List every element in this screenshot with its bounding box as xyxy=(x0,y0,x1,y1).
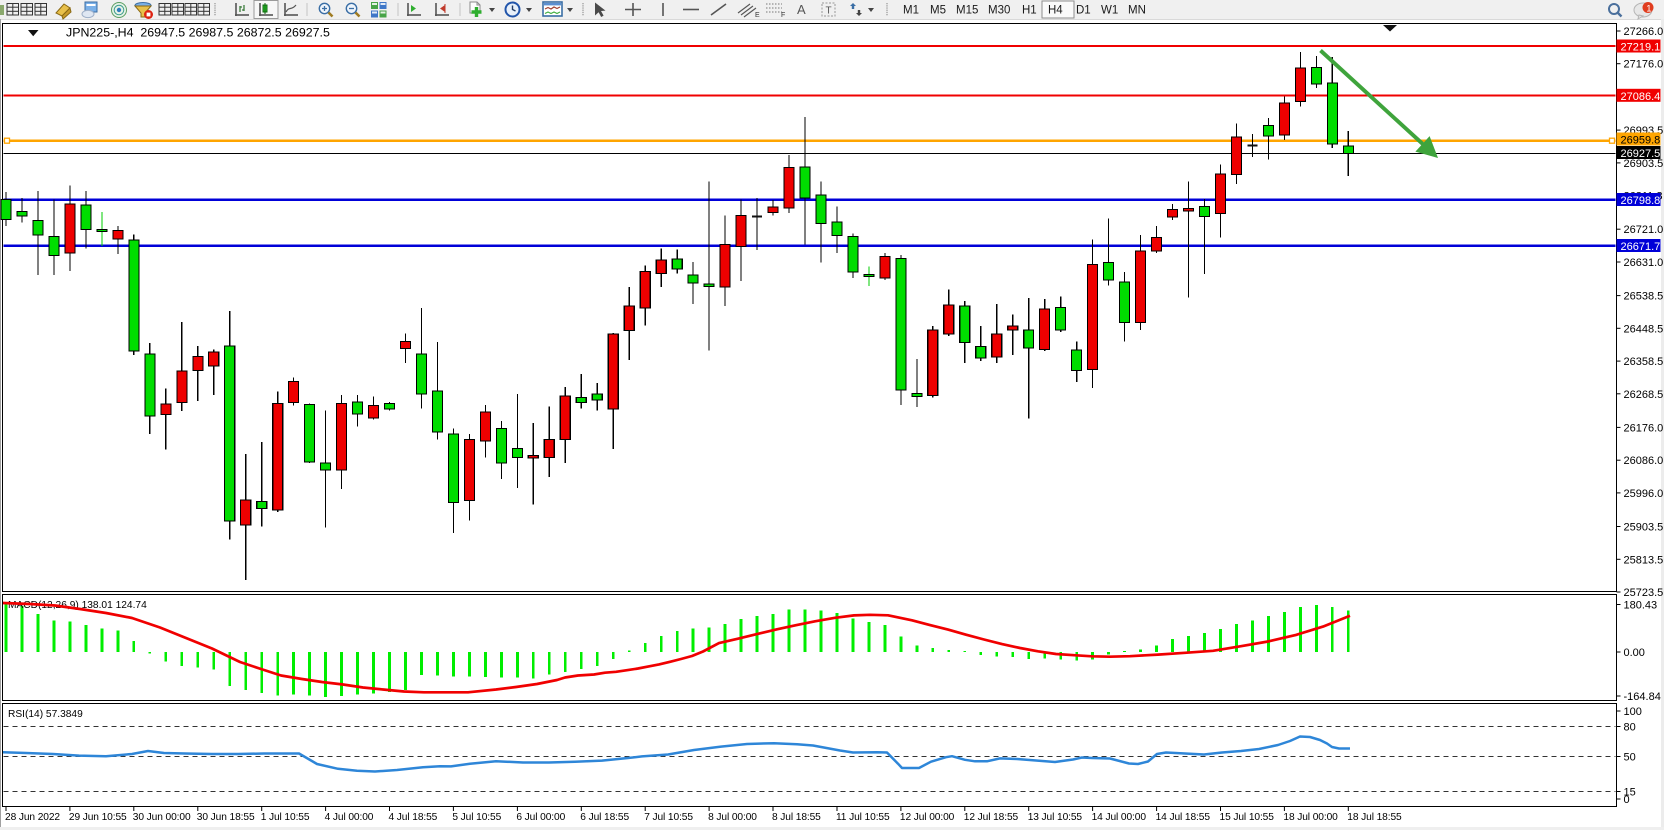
svg-text:26903.5: 26903.5 xyxy=(1624,158,1664,170)
svg-text:1 Jul 10:55: 1 Jul 10:55 xyxy=(261,812,310,823)
svg-text:25903.5: 25903.5 xyxy=(1624,522,1664,534)
svg-text:25723.5: 25723.5 xyxy=(1624,587,1664,599)
svg-text:MN: MN xyxy=(1128,5,1146,17)
svg-text:12 Jul 00:00: 12 Jul 00:00 xyxy=(900,812,955,823)
svg-text:26176.0: 26176.0 xyxy=(1624,422,1664,434)
svg-text:11 Jul 10:55: 11 Jul 10:55 xyxy=(836,812,890,823)
svg-text:MACD(12,26,9) 138.01 124.74: MACD(12,26,9) 138.01 124.74 xyxy=(8,600,147,611)
svg-text:7 Jul 10:55: 7 Jul 10:55 xyxy=(644,812,693,823)
svg-text:-164.84: -164.84 xyxy=(1624,691,1661,703)
svg-text:50: 50 xyxy=(1624,752,1636,764)
svg-text:M1: M1 xyxy=(903,5,919,17)
svg-text:0: 0 xyxy=(1624,794,1630,806)
svg-text:RSI(14) 57.3849: RSI(14) 57.3849 xyxy=(8,709,83,720)
svg-text:M15: M15 xyxy=(956,5,978,17)
svg-text:T: T xyxy=(826,6,832,17)
svg-text:26268.5: 26268.5 xyxy=(1624,389,1664,401)
svg-text:26798.8: 26798.8 xyxy=(1621,195,1661,207)
svg-text:26086.0: 26086.0 xyxy=(1624,455,1664,467)
svg-text:100: 100 xyxy=(1624,706,1642,718)
svg-text:26358.5: 26358.5 xyxy=(1624,356,1664,368)
svg-text:14 Jul 18:55: 14 Jul 18:55 xyxy=(1156,812,1211,823)
svg-text:0.00: 0.00 xyxy=(1624,647,1645,659)
svg-text:4 Jul 00:00: 4 Jul 00:00 xyxy=(325,812,374,823)
svg-text:M5: M5 xyxy=(930,5,946,17)
svg-text:M30: M30 xyxy=(988,5,1010,17)
svg-text:6 Jul 00:00: 6 Jul 00:00 xyxy=(516,812,565,823)
svg-text:26538.5: 26538.5 xyxy=(1624,291,1664,303)
svg-text:26631.0: 26631.0 xyxy=(1624,257,1664,269)
svg-text:80: 80 xyxy=(1624,722,1636,734)
svg-text:30 Jun 18:55: 30 Jun 18:55 xyxy=(197,812,255,823)
svg-text:26959.8: 26959.8 xyxy=(1621,135,1661,147)
svg-text:13 Jul 10:55: 13 Jul 10:55 xyxy=(1028,812,1083,823)
svg-text:25813.5: 25813.5 xyxy=(1624,554,1664,566)
svg-text:26671.7: 26671.7 xyxy=(1621,241,1661,253)
svg-text:1: 1 xyxy=(1646,3,1651,14)
svg-text:27219.1: 27219.1 xyxy=(1621,42,1661,54)
svg-text:180.43: 180.43 xyxy=(1624,600,1658,612)
svg-text:26721.0: 26721.0 xyxy=(1624,224,1664,236)
svg-text:25996.0: 25996.0 xyxy=(1624,488,1664,500)
svg-text:JPN225-,H4 26947.5 26987.5 26: JPN225-,H4 26947.5 26987.5 26872.5 26927… xyxy=(66,26,330,40)
svg-text:30 Jun 00:00: 30 Jun 00:00 xyxy=(133,812,191,823)
svg-text:18 Jul 00:00: 18 Jul 00:00 xyxy=(1283,812,1338,823)
svg-text:14 Jul 00:00: 14 Jul 00:00 xyxy=(1092,812,1147,823)
svg-text:8 Jul 00:00: 8 Jul 00:00 xyxy=(708,812,757,823)
svg-text:15 Jul 10:55: 15 Jul 10:55 xyxy=(1220,812,1275,823)
svg-text:5 Jul 10:55: 5 Jul 10:55 xyxy=(452,812,501,823)
svg-text:H1: H1 xyxy=(1022,5,1037,17)
svg-text:15: 15 xyxy=(1624,787,1636,799)
svg-text:26448.5: 26448.5 xyxy=(1624,323,1664,335)
svg-text:F: F xyxy=(781,12,785,19)
svg-text:26927.5: 26927.5 xyxy=(1621,148,1661,160)
svg-text:6 Jul 18:55: 6 Jul 18:55 xyxy=(580,812,629,823)
svg-text:E: E xyxy=(755,12,760,19)
svg-text:4 Jul 18:55: 4 Jul 18:55 xyxy=(389,812,438,823)
svg-text:W1: W1 xyxy=(1101,5,1118,17)
svg-text:D1: D1 xyxy=(1076,5,1091,17)
svg-text:18 Jul 18:55: 18 Jul 18:55 xyxy=(1347,812,1402,823)
svg-text:28 Jun 2022: 28 Jun 2022 xyxy=(5,812,60,823)
svg-text:H4: H4 xyxy=(1048,5,1063,17)
svg-text:12 Jul 18:55: 12 Jul 18:55 xyxy=(964,812,1019,823)
svg-text:29 Jun 10:55: 29 Jun 10:55 xyxy=(69,812,127,823)
svg-text:27086.4: 27086.4 xyxy=(1621,91,1661,103)
svg-text:27266.0: 27266.0 xyxy=(1624,26,1664,38)
svg-text:8 Jul 18:55: 8 Jul 18:55 xyxy=(772,812,821,823)
svg-text:A: A xyxy=(797,2,806,17)
svg-text:27176.0: 27176.0 xyxy=(1624,59,1664,71)
